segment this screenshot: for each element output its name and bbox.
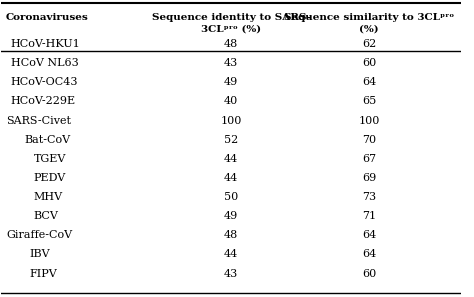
Text: PEDV: PEDV [34,173,66,183]
Text: 60: 60 [362,268,376,279]
Text: 69: 69 [362,173,376,183]
Text: SARS-Civet: SARS-Civet [6,116,71,126]
Text: 49: 49 [224,211,238,221]
Text: 44: 44 [224,154,238,164]
Text: 64: 64 [362,77,376,87]
Text: 62: 62 [362,39,376,49]
Text: Sequence similarity to 3CLᵖʳᵒ
(%): Sequence similarity to 3CLᵖʳᵒ (%) [284,13,454,33]
Text: BCV: BCV [34,211,58,221]
Text: 73: 73 [362,192,376,202]
Text: Coronaviruses: Coronaviruses [6,13,89,22]
Text: HCoV-HKU1: HCoV-HKU1 [10,39,80,49]
Text: IBV: IBV [29,249,50,259]
Text: 70: 70 [362,135,376,145]
Text: FIPV: FIPV [29,268,57,279]
Text: 43: 43 [224,268,238,279]
Text: 60: 60 [362,58,376,68]
Text: 64: 64 [362,230,376,240]
Text: 43: 43 [224,58,238,68]
Text: 50: 50 [224,192,238,202]
Text: 48: 48 [224,230,238,240]
Text: HCoV NL63: HCoV NL63 [10,58,78,68]
Text: 52: 52 [224,135,238,145]
Text: 40: 40 [224,97,238,106]
Text: Sequence identity to SARS-
3CLᵖʳᵒ (%): Sequence identity to SARS- 3CLᵖʳᵒ (%) [152,13,311,33]
Text: HCoV-229E: HCoV-229E [10,97,76,106]
Text: 71: 71 [362,211,376,221]
Text: 64: 64 [362,249,376,259]
Text: 100: 100 [358,116,380,126]
Text: 67: 67 [362,154,376,164]
Text: TGEV: TGEV [34,154,66,164]
Text: Bat-CoV: Bat-CoV [24,135,71,145]
Text: Giraffe-CoV: Giraffe-CoV [6,230,72,240]
Text: HCoV-OC43: HCoV-OC43 [10,77,78,87]
Text: 65: 65 [362,97,376,106]
Text: 100: 100 [220,116,242,126]
Text: 44: 44 [224,249,238,259]
Text: 49: 49 [224,77,238,87]
Text: 48: 48 [224,39,238,49]
Text: MHV: MHV [34,192,63,202]
Text: 44: 44 [224,173,238,183]
